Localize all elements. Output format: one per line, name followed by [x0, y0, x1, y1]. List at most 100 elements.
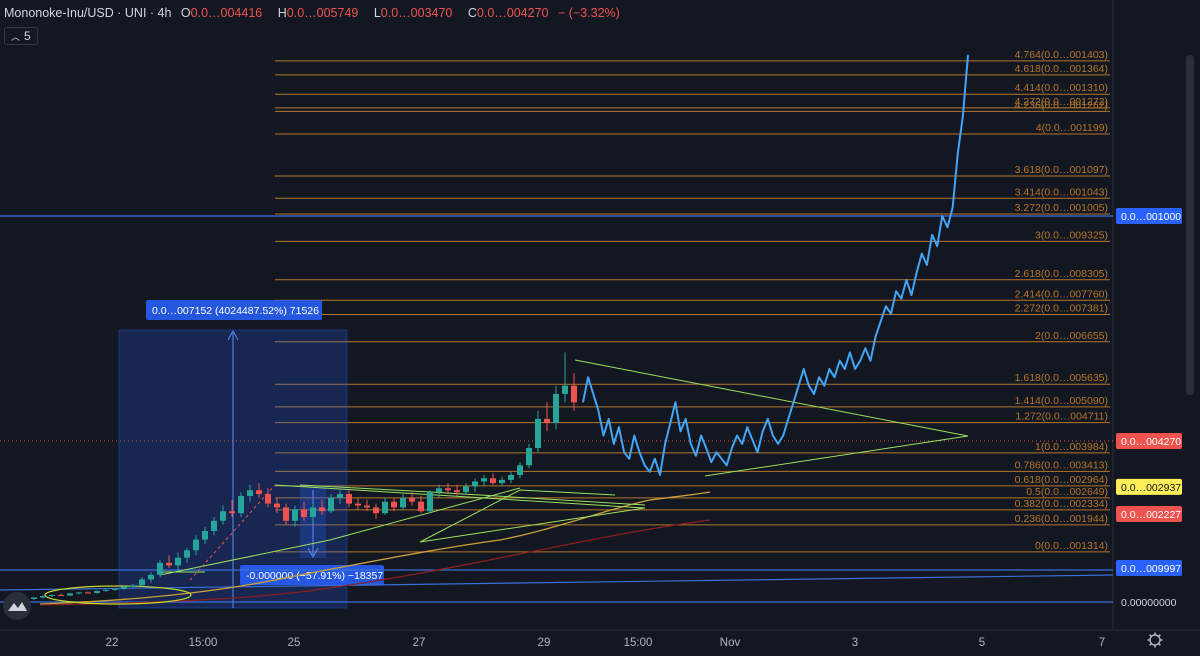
candle-body — [139, 579, 145, 586]
time-axis: 22 15:00 25 27 29 15:00 Nov 3 5 7 — [106, 637, 1106, 649]
price-tag-bg — [1116, 208, 1182, 224]
candle-body — [310, 507, 316, 517]
measure-arrowhead-up — [227, 329, 239, 341]
open-label: O — [180, 6, 191, 20]
low-value: 0.0…003470 — [380, 6, 453, 20]
price-tag-label: 0.0…009997 — [1121, 563, 1181, 575]
fib-level-label: 0.236(0.0…001944) — [1015, 513, 1108, 525]
fib-level-label: 0.618(0.0…002964) — [1015, 474, 1108, 486]
time-axis-tick: 15:00 — [189, 637, 218, 649]
candle-body — [571, 385, 577, 403]
fib-level-label: 4.764(0.0…001403) — [1015, 49, 1108, 61]
fib-level-label: 3.414(0.0…001043) — [1015, 186, 1108, 198]
trend-support — [419, 489, 616, 543]
fib-level-label: 3(0.0…009325) — [1035, 229, 1108, 241]
candle-body — [454, 490, 460, 493]
candle-body — [472, 481, 478, 487]
high-value: 0.0…005749 — [286, 6, 359, 20]
price-axis-tags: 0.0…001000 0.0…004270 0.0…002937 0.0…002227… — [1116, 208, 1182, 610]
close-value: 0.0…004270 — [476, 6, 549, 20]
price-tag-bg — [1116, 432, 1182, 449]
time-axis-tick: 5 — [979, 637, 985, 649]
candle-body — [247, 490, 253, 496]
measure-tool: 0.0…007152 (4024487.52%) 71526-0.000000 … — [118, 300, 384, 609]
candle-body — [211, 520, 217, 531]
candle-body — [193, 539, 199, 551]
candle-body — [94, 590, 100, 593]
candle-body — [292, 509, 298, 521]
triangle-large — [574, 359, 969, 477]
candle-body — [436, 488, 442, 493]
candle-body — [256, 490, 262, 495]
close-label: C — [467, 6, 477, 20]
candle-body — [76, 592, 82, 594]
gear-icon-tooth — [1157, 642, 1161, 646]
candle-body — [562, 385, 568, 394]
fib-level-label: 0.382(0.0…002334) — [1015, 498, 1108, 510]
candle-body — [31, 597, 37, 599]
candle-body — [157, 562, 163, 575]
candle-body — [283, 507, 289, 521]
candle-body — [553, 393, 559, 424]
price-tag-label: 0.0…001000 — [1121, 211, 1181, 223]
candle-body — [175, 557, 181, 566]
candle-body — [85, 592, 91, 594]
candle-body — [355, 503, 361, 506]
candle-body — [58, 594, 64, 596]
gear-icon[interactable] — [1147, 632, 1163, 648]
candle-body — [130, 585, 136, 587]
low-label: L — [373, 6, 381, 20]
candle-body — [112, 588, 118, 590]
change-value: − (−3.32%) — [557, 6, 620, 20]
measure-label-text: 0.0…007152 (4024487.52%) 71526 — [152, 305, 319, 317]
candle-body — [517, 465, 523, 475]
price-tag-bg — [1116, 506, 1182, 523]
candle-body — [463, 486, 469, 493]
time-axis-tick: 15:00 — [624, 637, 653, 649]
fibonacci-levels: 4.764(0.0…001403) 4.618(0.0…001364) 4.414(… — [275, 49, 1110, 553]
fib-level-label: 1.618(0.0…005635) — [1015, 372, 1108, 384]
time-axis-tick: 29 — [538, 637, 551, 649]
candlestick-series — [31, 352, 577, 600]
indicator-count: 5 — [24, 29, 31, 43]
time-axis-tick: 22 — [106, 637, 119, 649]
candle-body — [481, 478, 487, 482]
time-axis-tick: Nov — [720, 637, 741, 649]
candle-body — [382, 501, 388, 514]
candle-body — [274, 503, 280, 508]
candle-body — [229, 511, 235, 514]
price-tag-bg — [1116, 593, 1182, 610]
fib-level-label: 4.272(0.0…001272) — [1015, 96, 1108, 108]
fib-level-label: 4(0.0…001199) — [1036, 122, 1108, 134]
fib-level-label: 3.618(0.0…001097) — [1015, 164, 1108, 176]
time-axis-tick: 7 — [1099, 637, 1105, 649]
time-axis-tick: 3 — [852, 637, 858, 649]
price-tag-bg — [1116, 560, 1182, 577]
fib-level-label: 2.414(0.0…007760) — [1015, 288, 1108, 300]
moving-average-yellow — [39, 491, 711, 605]
fib-level-label: 4.618(0.0…001364) — [1015, 63, 1108, 75]
triangle-patterns — [44, 359, 969, 605]
measure-arrowhead-down — [307, 547, 319, 559]
tradingview-cloud-icon — [3, 592, 31, 620]
candle-body — [337, 494, 343, 498]
candle-body — [544, 418, 550, 424]
fib-level-label: 4.414(0.0…001310) — [1015, 82, 1108, 94]
gear-icon-tooth — [1157, 634, 1161, 638]
indicators-toggle[interactable]: ︿ 5 — [4, 27, 38, 45]
candle-body — [373, 507, 379, 514]
fib-level-label: 3.272(0.0…001005) — [1015, 202, 1108, 214]
accumulation-ellipse — [44, 585, 192, 605]
candle-body — [103, 589, 109, 591]
candle-body — [238, 495, 244, 514]
symbol-title[interactable]: Mononoke-Inu/USD · UNI · 4h — [4, 6, 172, 20]
candle-body — [400, 497, 406, 508]
time-axis-tick: 25 — [288, 637, 301, 649]
candle-body — [121, 586, 127, 589]
trend-rising — [159, 487, 521, 576]
candle-body — [535, 418, 541, 449]
fib-level-label: 0.5(0.0…002649) — [1026, 486, 1108, 498]
candle-body — [67, 593, 73, 596]
